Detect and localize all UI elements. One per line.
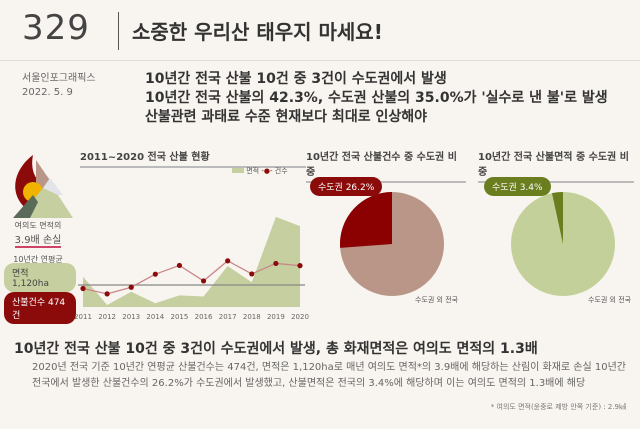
loss-value: 3.9배 손실 xyxy=(14,231,62,248)
body-text: 2020년 전국 기준 10년간 연평균 산불건수는 474건, 면적은 1,1… xyxy=(32,362,626,389)
headline: 10년간 전국 산불 10건 중 3건이 수도권에서 발생 xyxy=(145,71,447,87)
x-tick-label: 2016 xyxy=(195,313,213,321)
headlines: 10년간 전국 산불 10건 중 3건이 수도권에서 발생 10년간 전국 산불… xyxy=(145,70,608,127)
loss-line: 여의도 면적의 xyxy=(14,221,62,230)
footnote: * 여의도 면적(윤중로 제방 안쪽 기준) : 2.9㎢ xyxy=(490,403,626,411)
count-point xyxy=(176,262,183,269)
divider xyxy=(0,60,640,61)
area-series xyxy=(83,216,300,307)
x-tick-label: 2017 xyxy=(219,313,237,321)
date: 2022. 5. 9 xyxy=(22,87,73,98)
count-point xyxy=(249,271,255,277)
x-tick-label: 2018 xyxy=(243,313,261,321)
count-point xyxy=(297,263,303,269)
x-tick-label: 2013 xyxy=(122,313,140,321)
x-tick-label: 2019 xyxy=(267,313,285,321)
count-point xyxy=(80,285,86,292)
headline: 산불관련 과태료 수준 현재보다 최대로 인상해야 xyxy=(145,109,427,125)
pie1-rest-label: 수도권 외 전국 xyxy=(415,296,459,304)
section-heading: 10년간 전국 산불 10건 중 3건이 수도권에서 발생, 총 화재면적은 여… xyxy=(14,341,538,357)
chart-title: 10년간 전국 산불건수 중 수도권 비중 xyxy=(306,148,466,183)
source: 서울인포그래픽스 2022. 5. 9 xyxy=(22,72,96,100)
count-point xyxy=(104,291,110,297)
avg-label: 10년간 연평균 xyxy=(13,255,63,264)
x-tick-label: 2014 xyxy=(146,313,164,321)
x-tick-label: 2020 xyxy=(291,313,309,321)
count-point xyxy=(200,278,207,284)
headline: 10년간 전국 산불의 42.3%, 수도권 산불의 35.0%가 '실수로 낸… xyxy=(145,90,608,106)
pie-slice xyxy=(551,192,563,244)
count-point xyxy=(152,271,158,277)
count-line xyxy=(82,260,301,295)
fire-mountain-icon xyxy=(13,155,73,218)
issue-number: 329 xyxy=(22,8,90,48)
legend-count-swatch: -●- xyxy=(261,167,273,175)
publisher: 서울인포그래픽스 xyxy=(22,73,96,84)
chart-title: 10년간 전국 산불면적 중 수도권 비중 xyxy=(478,148,634,183)
x-tick-label: 2012 xyxy=(98,313,116,321)
legend-area-swatch xyxy=(232,168,244,173)
count-pill: 산불건수 474건 xyxy=(4,292,76,324)
pie-charts xyxy=(340,192,615,296)
divider xyxy=(118,12,119,50)
legend-area-label: 면적 xyxy=(246,167,260,175)
count-point xyxy=(225,258,231,264)
area-pill: 면적 1,120ha xyxy=(4,263,76,292)
page-title: 소중한 우리산 태우지 마세요! xyxy=(132,20,383,44)
pie2-rest-label: 수도권 외 전국 xyxy=(588,296,632,304)
chart-title: 2011~2020 전국 산불 현황 xyxy=(80,148,306,168)
count-point xyxy=(273,260,279,267)
legend-count-label: 건수 xyxy=(274,167,288,175)
pie2-highlight-label: 수도권 3.4% xyxy=(484,177,551,196)
x-tick-label: 2015 xyxy=(171,313,189,321)
pie1-highlight-label: 수도권 26.2% xyxy=(310,177,383,196)
loss-label: 여의도 면적의 3.9배 손실 10년간 연평균 xyxy=(10,220,66,265)
count-point xyxy=(128,284,134,290)
x-tick-label: 2011 xyxy=(74,313,92,321)
legend: 면적 -●- 건수 xyxy=(232,166,288,176)
fire-trend-chart: 2011 2012 2013 2014 2015 2016 2017 2018 2019 2020 xyxy=(74,216,309,321)
pie-slice xyxy=(340,192,392,248)
